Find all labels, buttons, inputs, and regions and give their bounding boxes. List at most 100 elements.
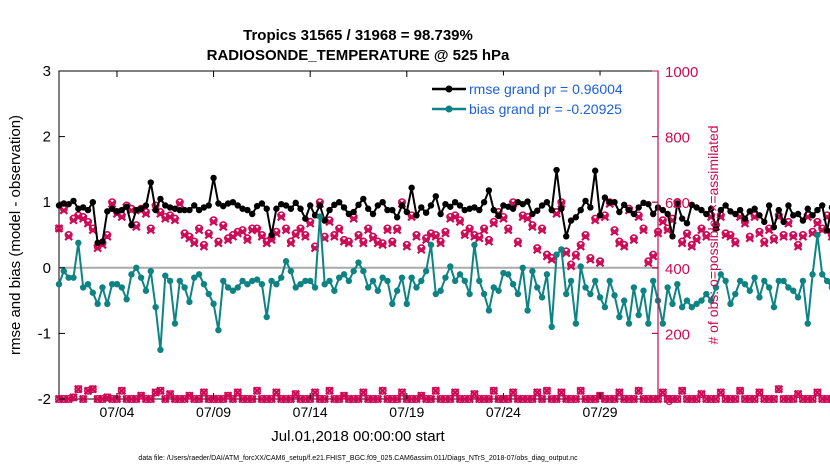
obs-possible-marker	[678, 237, 687, 246]
rmse-point	[234, 202, 241, 209]
obs-possible-marker	[238, 226, 247, 235]
obs-assimilated-marker	[354, 232, 363, 241]
obs-bottom-assimilated-marker	[634, 386, 643, 396]
rmse-point	[756, 212, 763, 219]
bias-point	[558, 246, 565, 253]
obs-bottom-assimilated-marker	[354, 394, 363, 404]
obs-bottom-assimilated-marker	[78, 394, 88, 404]
rmse-point	[205, 202, 212, 209]
bias-point	[345, 277, 353, 285]
obs-possible-marker	[388, 237, 397, 246]
obs-possible-marker	[682, 229, 691, 238]
obs-assimilated-marker	[301, 232, 310, 241]
obs-assimilated-marker	[204, 230, 214, 240]
bias-point	[137, 274, 145, 281]
obs-assimilated-marker	[388, 238, 397, 248]
bias-point	[384, 277, 391, 285]
rmse-point	[698, 206, 705, 214]
rmse-point	[306, 202, 314, 209]
obs-bottom-assimilated-marker	[542, 386, 552, 396]
bias-point	[601, 303, 609, 311]
rmse-point	[451, 199, 459, 206]
bias-point	[89, 289, 97, 296]
bias-point	[447, 263, 454, 270]
rmse-point	[548, 206, 555, 214]
bias-point	[418, 277, 425, 285]
obs-bottom-possible-marker	[195, 394, 204, 403]
obs-bottom-possible-marker	[296, 394, 305, 403]
rmse-point	[461, 206, 468, 214]
obs-bottom-possible-marker	[253, 386, 262, 395]
legend: rmse grand pr = 0.96004 bias grand pr = …	[427, 75, 655, 123]
rmse-point	[176, 206, 183, 214]
bias-point	[534, 284, 541, 291]
obs-possible-marker	[422, 234, 431, 243]
obs-assimilated-marker	[658, 217, 668, 227]
obs-possible-marker	[571, 250, 580, 259]
rmse-point	[495, 212, 502, 220]
obs-bottom-possible-marker	[639, 394, 648, 403]
obs-assimilated-marker	[276, 212, 286, 222]
y-right-tick-label: 1000	[665, 64, 698, 81]
bias-point	[157, 346, 164, 353]
rmse-point	[480, 199, 488, 206]
y-right-tick-label: 800	[665, 130, 690, 147]
bias-point	[104, 300, 111, 308]
obs-bottom-assimilated-marker	[194, 394, 204, 404]
bias-point	[761, 277, 768, 285]
obs-bottom-possible-marker	[726, 394, 735, 403]
obs-assimilated-marker	[788, 232, 798, 241]
rmse-point	[703, 210, 710, 218]
obs-possible-marker	[827, 231, 830, 239]
legend-bias-marker	[445, 105, 453, 113]
obs-bottom-possible-marker	[446, 394, 455, 403]
obs-bottom-possible-marker	[576, 386, 585, 395]
obs-possible-marker	[344, 237, 353, 246]
obs-possible-marker	[760, 237, 769, 246]
obs-possible-marker	[644, 257, 653, 266]
obs-possible-marker	[538, 224, 547, 233]
obs-bottom-possible-marker	[74, 385, 83, 394]
bias-point	[770, 303, 778, 311]
rmse-point	[659, 206, 667, 214]
obs-bottom-possible-marker	[557, 388, 566, 397]
bias-point	[316, 213, 324, 220]
obs-bottom-assimilated-marker	[528, 394, 537, 404]
obs-possible-marker	[639, 224, 648, 233]
obs-bottom-possible-marker	[711, 394, 720, 403]
obs-possible-marker	[79, 212, 88, 221]
bias-point	[461, 277, 468, 285]
obs-assimilated-marker	[431, 232, 441, 241]
y-left-tick-label: 0	[43, 260, 51, 277]
obs-bottom-possible-marker	[779, 394, 788, 403]
bias-point	[369, 277, 377, 285]
bias-point	[215, 326, 222, 334]
rmse-point	[567, 217, 575, 224]
obs-assimilated-marker	[117, 212, 127, 222]
obs-bottom-possible-marker	[431, 386, 440, 395]
obs-possible-marker	[504, 224, 513, 233]
chart-title-line2: RADIOSONDE_TEMPERATURE @ 525 hPa	[207, 47, 510, 64]
rmse-point	[746, 208, 753, 215]
obs-bottom-possible-marker	[794, 390, 803, 399]
bias-point	[514, 290, 522, 298]
obs-bottom-possible-marker	[238, 394, 247, 403]
obs-possible-marker	[340, 235, 349, 244]
obs-possible-marker	[108, 198, 117, 207]
obs-assimilated-marker	[344, 238, 354, 248]
rmse-point	[215, 200, 222, 207]
rmse-point	[678, 215, 686, 222]
obs-bottom-assimilated-marker	[228, 394, 238, 404]
obs-bottom-possible-marker	[127, 394, 136, 403]
obs-bottom-possible-marker	[605, 394, 614, 403]
obs-assimilated-marker	[146, 225, 156, 235]
rmse-point	[563, 233, 570, 240]
obs-bottom-possible-marker	[354, 394, 363, 403]
obs-bottom-possible-marker	[504, 394, 513, 403]
obs-bottom-assimilated-marker	[557, 388, 566, 397]
y-left-tick-label: 2	[43, 129, 51, 146]
bias-point	[282, 258, 290, 265]
obs-bottom-possible-marker	[533, 388, 542, 397]
obs-possible-marker	[794, 240, 803, 249]
obs-assimilated-marker	[383, 225, 392, 235]
